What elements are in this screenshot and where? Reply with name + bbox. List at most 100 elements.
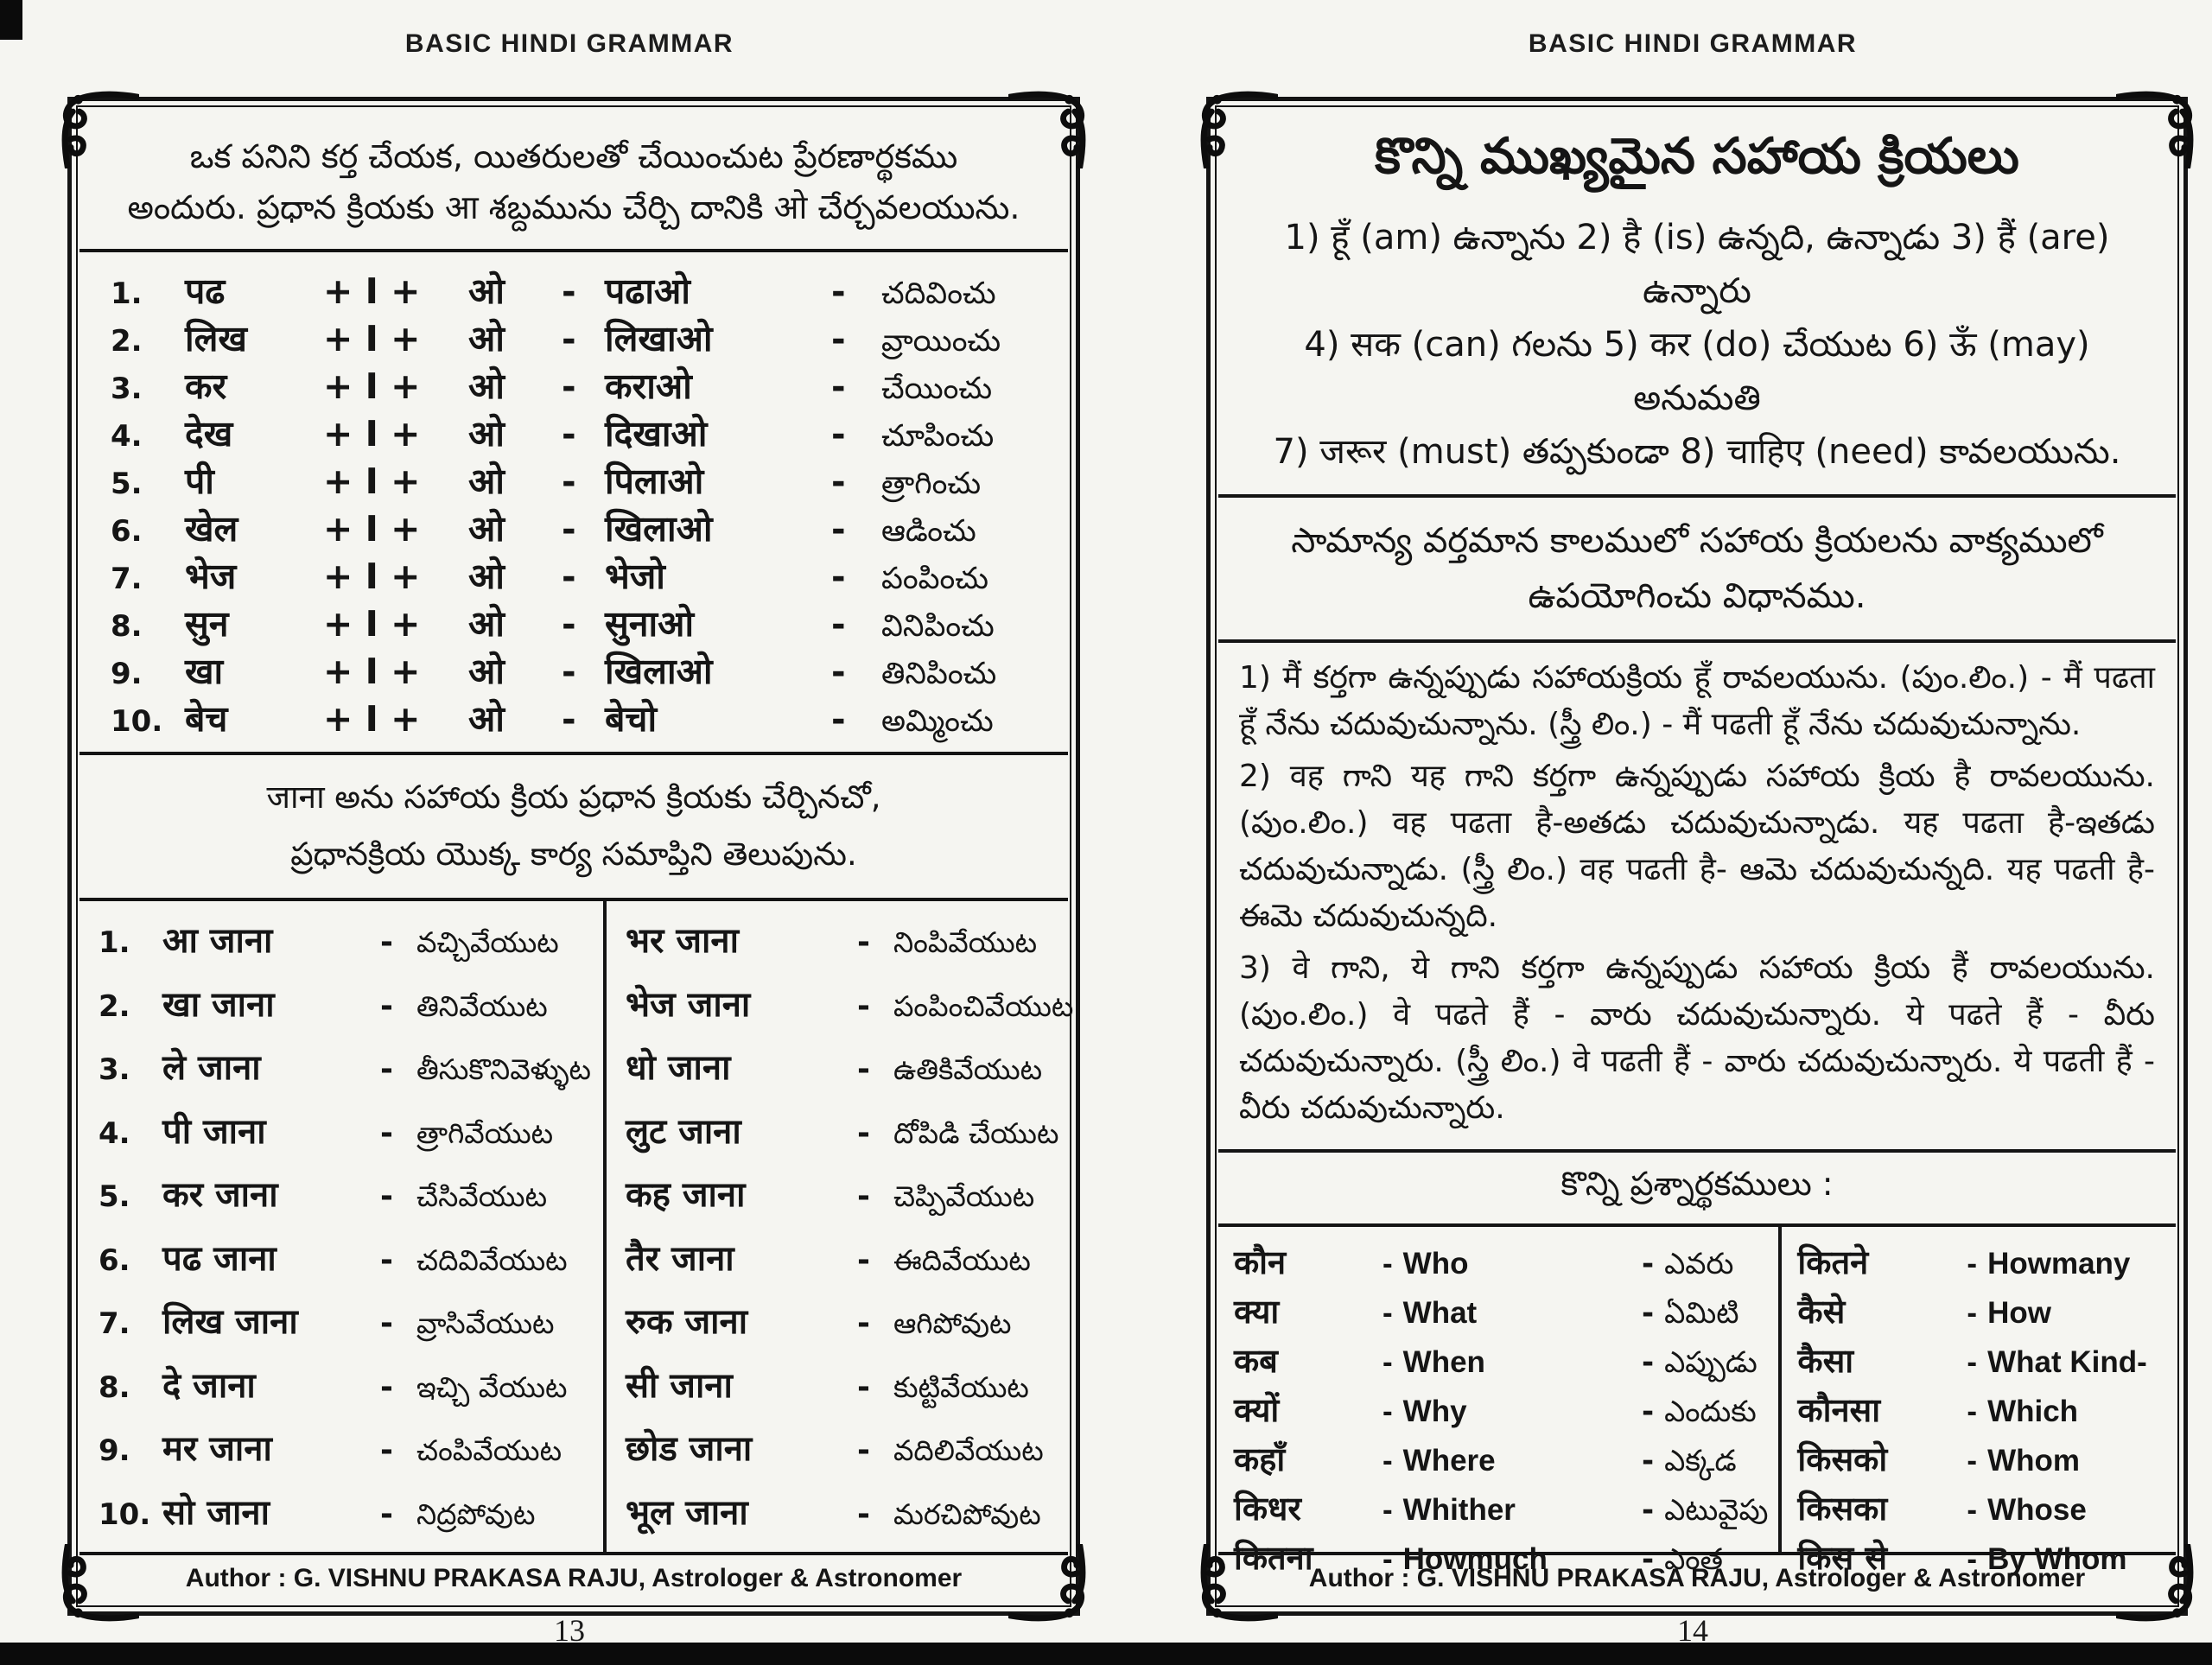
dash: - — [831, 271, 846, 312]
hindi-phrase: तैर जाना — [625, 1238, 734, 1279]
table-row: रुक जाना - ఆగిపోవుట — [626, 1296, 1073, 1347]
dash: - — [562, 604, 576, 645]
jana-compound-table: 1. आ जाना - వచ్చివేయుట 2. खा जाना - తిని… — [79, 900, 1073, 1552]
hindi-verb: बेच — [185, 697, 228, 740]
dash: - — [380, 1052, 393, 1088]
dash: - — [831, 366, 846, 407]
dash: - — [856, 1433, 870, 1469]
hindi-phrase: धो जाना — [625, 1048, 731, 1089]
usage-header-line-1: సామాన్య వర్తమాన కాలములో సహాయ క్రియలను వా… — [1291, 521, 2103, 561]
dash: - — [856, 1369, 870, 1405]
dash: - — [380, 1306, 393, 1342]
hindi-word: कैसे — [1797, 1293, 1846, 1331]
hindi-result: भेजो — [605, 555, 665, 597]
question-table-right-column: कितने -Howmany -ఎన్ని कैसे -How -ఎట్లు क… — [1778, 1227, 2212, 1577]
english-meaning: - How — [1967, 1296, 2051, 1330]
table-row: भर जाना - నింపివేయుట — [626, 915, 1073, 966]
row-number: 9. — [111, 656, 143, 691]
telugu-meaning: ఆగిపోవుట — [893, 1306, 1012, 1341]
table-row: लुट जाना - దోపిడి చేయుట — [626, 1106, 1073, 1157]
formula-o: ओ — [468, 460, 505, 502]
hindi-word: कहाँ — [1234, 1440, 1286, 1478]
dash: - — [1967, 1395, 1978, 1428]
causative-intro: ఒక పనిని కర్త చేయక, యితరులతో చేయించుట ప్… — [79, 109, 1068, 252]
formula-plus: + I + — [323, 650, 421, 692]
dash: - — [380, 1433, 393, 1469]
intro-line-1: ఒక పనిని కర్త చేయక, యితరులతో చేయించుట ప్… — [189, 137, 958, 175]
formula-o: ओ — [468, 697, 505, 740]
table-row: कहाँ - Where - ఎక్కడ — [1234, 1436, 1768, 1485]
dash: - — [562, 319, 576, 359]
row-number: 5. — [111, 466, 143, 501]
question-words-table: कौन - Who - ఎవరు क्या - What - ఏమిటి कब - Whe… — [1218, 1227, 2176, 1577]
telugu-meaning: వినిపించు — [881, 608, 995, 644]
dash: - — [831, 319, 846, 359]
telugu-meaning: చదివివేయుట — [416, 1242, 568, 1277]
row-number: 1. — [99, 925, 130, 960]
telugu-meaning: కుట్టివేయుట — [893, 1369, 1029, 1404]
telugu-meaning: ఈదివేయుట — [893, 1242, 1031, 1277]
english-meaning: - What Kind- — [1967, 1345, 2147, 1379]
table-row: किसका -Whose -ఎవరియొక్క — [1797, 1485, 2212, 1535]
hindi-phrase: ले जाना — [162, 1048, 261, 1089]
hindi-word: कब — [1234, 1342, 1278, 1380]
dash: - — [1967, 1345, 1978, 1379]
table-row: 1. पढ + I + ओ - पढाओ - చదివించు — [111, 266, 1037, 314]
row-number: 4. — [111, 418, 143, 454]
dash: - — [1382, 1296, 1393, 1330]
telugu-meaning: చెప్పివేయుట — [893, 1179, 1035, 1214]
dash: - — [1382, 1542, 1393, 1576]
table-row: 7. लिख जाना - వ్రాసివేయుట — [99, 1296, 591, 1347]
hindi-word: किसका — [1797, 1490, 1888, 1528]
table-row: कब - When - ఎప్పుడు — [1234, 1338, 1768, 1387]
dash: - — [1967, 1444, 1978, 1478]
running-head-right: BASIC HINDI GRAMMAR — [1528, 29, 1858, 58]
scan-edge-mark — [0, 0, 22, 40]
formula-plus: + I + — [323, 555, 421, 597]
telugu-meaning: తీసుకొనివెళ్ళుట — [416, 1052, 591, 1087]
table-row: 6. पढ जाना - చదివివేయుట — [99, 1233, 591, 1284]
dash: - — [380, 1179, 393, 1215]
english-meaning: - Which — [1967, 1395, 2079, 1428]
table-row: 9. मर जाना - చంపివేయుట — [99, 1423, 591, 1474]
dash: - — [1967, 1247, 1978, 1281]
aux-line: 1) हूँ (am) ఉన్నాను 2) है (is) ఉన్నది, ఉ… — [1284, 218, 2110, 311]
dash: - — [1382, 1493, 1393, 1527]
telugu-meaning: నిద్రపోవుట — [416, 1497, 536, 1531]
telugu-meaning: వచ్చివేయుట — [416, 925, 559, 959]
telugu-meaning: ఇచ్చి వేయుట — [416, 1369, 568, 1404]
dash: - — [562, 271, 576, 312]
telugu-meaning: చేయించు — [881, 371, 993, 406]
jana-table-right-column: भर जाना - నింపివేయుట भेज जाना - పంపించివ… — [602, 900, 1085, 1552]
usage-paragraph: 3) वे గాని, ये గాని కర్తగా ఉన్నప్పుడు సహ… — [1239, 950, 2155, 1126]
dash: - — [380, 1115, 393, 1151]
usage-section-header: సామాన్య వర్తమాన కాలములో సహాయ క్రియలను వా… — [1218, 498, 2176, 643]
hindi-phrase: भर जाना — [625, 920, 739, 961]
row-number: 1. — [111, 276, 143, 311]
hindi-phrase: मर जाना — [162, 1429, 272, 1470]
dash: - — [1382, 1395, 1393, 1428]
table-row: भूल जाना - మరచిపోవుట — [626, 1487, 1073, 1538]
telugu-meaning: - ఎప్పుడు — [1642, 1345, 1758, 1380]
telugu-meaning: చూపించు — [881, 418, 995, 454]
causative-verb-table: 1. पढ + I + ओ - पढाओ - చదివించు 2. लिख +… — [79, 252, 1068, 755]
formula-o: ओ — [468, 507, 505, 550]
hindi-verb: पी — [185, 460, 214, 502]
formula-o: ओ — [468, 650, 505, 692]
table-row: तैर जाना - ఈదివేయుట — [626, 1233, 1073, 1284]
hindi-phrase: सी जाना — [625, 1365, 733, 1406]
table-row: सी जाना - కుట్టివేయుట — [626, 1360, 1073, 1411]
telugu-meaning: త్రాగించు — [881, 466, 982, 501]
corner-flourish-icon — [2116, 91, 2194, 168]
usage-header-line-2: ఉపయోగించు విధానము. — [1528, 576, 1866, 616]
row-number: 9. — [99, 1433, 130, 1469]
table-row: 5. पी + I + ओ - पिलाओ - త్రాగించు — [111, 456, 1037, 504]
telugu-meaning: త్రాగివేయుట — [416, 1115, 554, 1150]
telugu-meaning: - ఎవరు — [1642, 1247, 1734, 1281]
corner-flourish-icon — [1008, 91, 1086, 168]
hindi-verb: भेज — [185, 555, 237, 597]
english-meaning: - Whither — [1382, 1493, 1516, 1527]
formula-plus: + I + — [323, 317, 421, 359]
row-number: 3. — [99, 1052, 130, 1088]
dash: - — [1642, 1444, 1655, 1478]
